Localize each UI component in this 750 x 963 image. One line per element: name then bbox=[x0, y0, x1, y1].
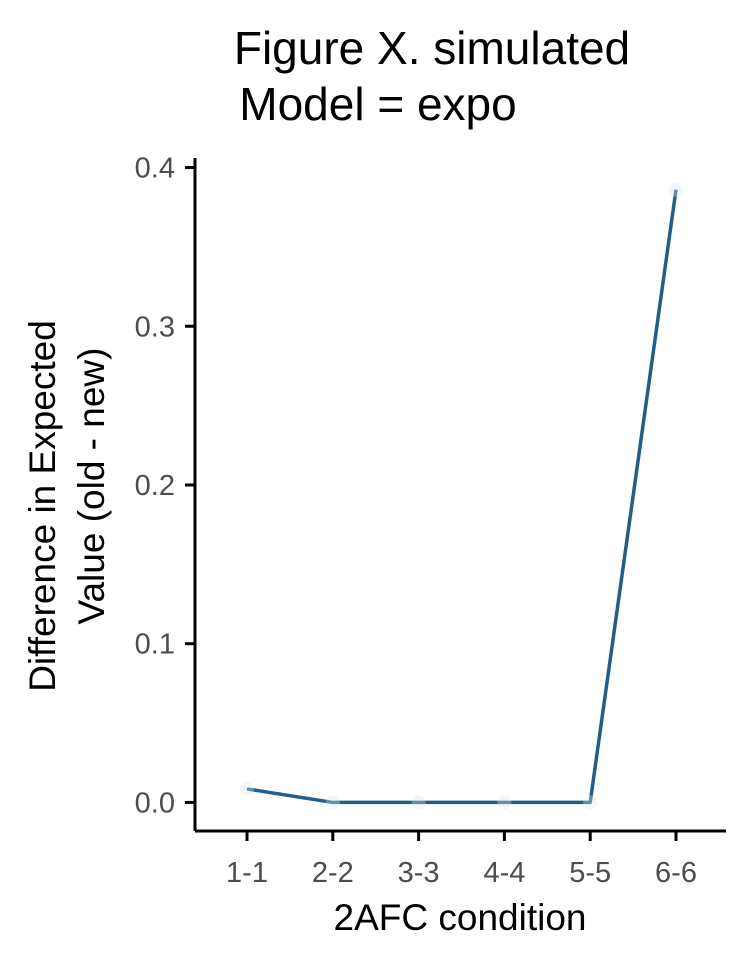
chart-title-line-1: Figure X. simulated bbox=[234, 22, 630, 74]
x-axis-title: 2AFC condition bbox=[334, 897, 587, 938]
y-axis-title-line-2: Value (old - new) bbox=[71, 348, 112, 625]
data-point bbox=[240, 781, 254, 796]
chart-title-line-2: Model = expo bbox=[239, 78, 516, 130]
y-axis-ticks: 0.0 0.1 0.2 0.3 0.4 bbox=[135, 153, 195, 819]
x-tick-label: 4-4 bbox=[483, 857, 525, 889]
chart-title: Figure X. simulated Model = expo bbox=[234, 22, 630, 130]
y-tick-label: 0.4 bbox=[135, 153, 175, 185]
x-tick-label: 5-5 bbox=[569, 857, 611, 889]
plot-area bbox=[240, 182, 683, 810]
x-tick-label: 2-2 bbox=[312, 857, 354, 889]
y-axis-title-line-1: Difference in Expected bbox=[22, 320, 63, 692]
data-point bbox=[325, 795, 340, 810]
x-tick-label: 3-3 bbox=[398, 857, 440, 889]
series-line bbox=[246, 189, 678, 805]
y-tick-label: 0.2 bbox=[135, 470, 175, 502]
data-point bbox=[411, 795, 426, 810]
data-point bbox=[583, 795, 598, 810]
y-tick-label: 0.1 bbox=[135, 629, 175, 661]
y-axis-title: Difference in Expected Value (old - new) bbox=[22, 320, 112, 692]
data-point bbox=[497, 795, 512, 810]
x-tick-label: 1-1 bbox=[226, 857, 268, 889]
x-axis-ticks: 1-1 2-2 3-3 4-4 5-5 6-6 bbox=[226, 831, 697, 889]
y-tick-label: 0.3 bbox=[135, 311, 175, 343]
data-point bbox=[669, 182, 683, 197]
y-tick-label: 0.0 bbox=[135, 787, 175, 819]
x-tick-label: 6-6 bbox=[655, 857, 697, 889]
